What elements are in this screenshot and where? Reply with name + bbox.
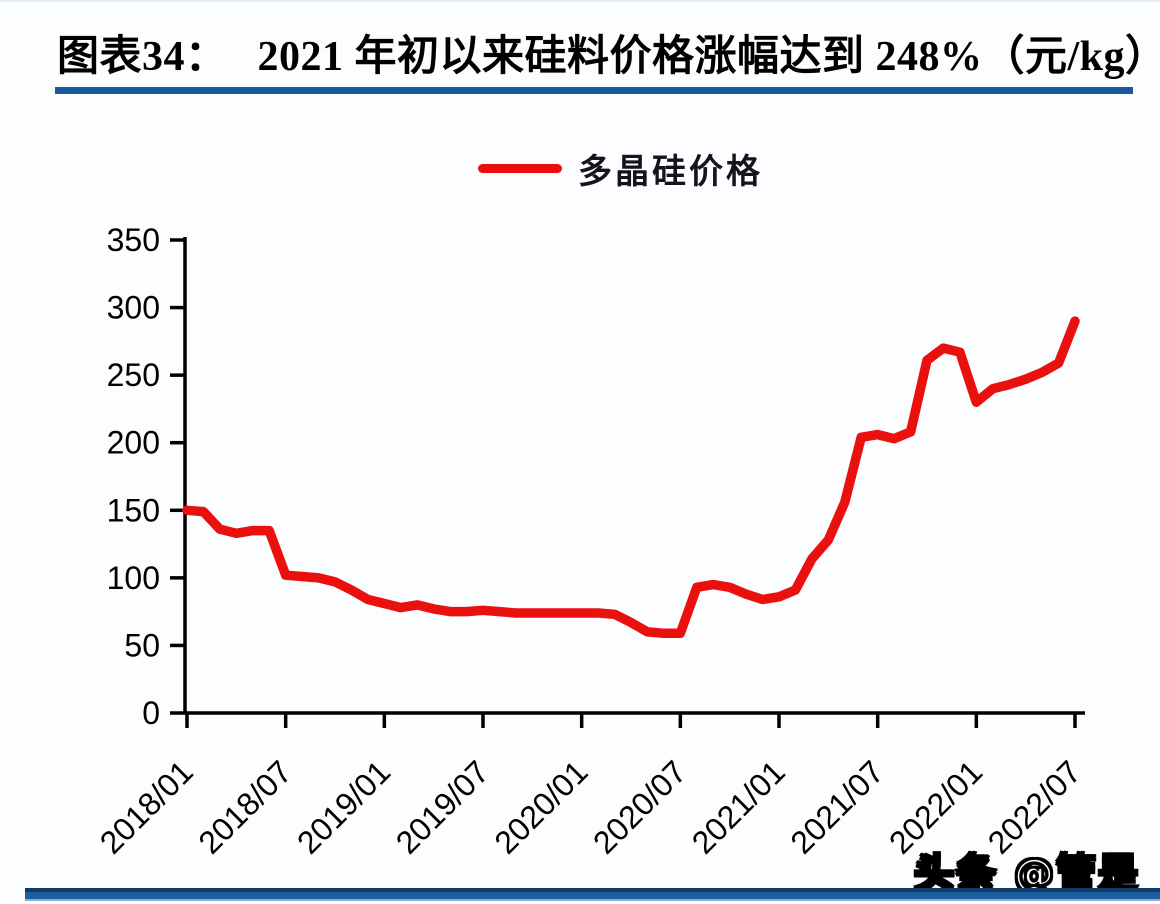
y-tick-label: 350 — [107, 222, 160, 258]
x-tick-label: 2020/07 — [586, 753, 693, 860]
legend-series-label: 多晶硅价格 — [578, 154, 763, 191]
y-tick-label: 0 — [142, 695, 160, 731]
x-tick-label: 2020/01 — [487, 753, 594, 860]
y-tick-label: 100 — [107, 560, 160, 596]
x-tick-label: 2018/01 — [93, 753, 200, 860]
y-tick-label: 300 — [107, 290, 160, 326]
y-tick-label: 200 — [107, 425, 160, 461]
top-hairline — [0, 0, 1160, 2]
figure-caption: 图表34： 2021 年初以来硅料价格涨幅达到 248%（元/kg） — [57, 22, 1160, 83]
figure-caption-title: 2021 年初以来硅料价格涨幅达到 248%（元/kg） — [257, 34, 1160, 80]
x-tick-label: 2021/01 — [685, 753, 792, 860]
x-tick-label: 2019/07 — [389, 753, 496, 860]
y-tick-label: 250 — [107, 357, 160, 393]
legend-line-marker — [478, 164, 562, 173]
bottom-divider-rule — [25, 888, 1160, 901]
price-line — [182, 316, 1080, 639]
chart-legend: 多晶硅价格 — [478, 144, 763, 193]
x-tick-label: 2018/07 — [191, 753, 298, 860]
x-tick-label: 2021/07 — [783, 753, 890, 860]
title-divider-rule — [55, 87, 1133, 94]
figure-caption-label: 图表34： — [57, 34, 228, 80]
y-tick-label: 150 — [107, 492, 160, 528]
x-tick-label: 2019/01 — [290, 753, 397, 860]
y-tick-label: 50 — [124, 627, 160, 663]
